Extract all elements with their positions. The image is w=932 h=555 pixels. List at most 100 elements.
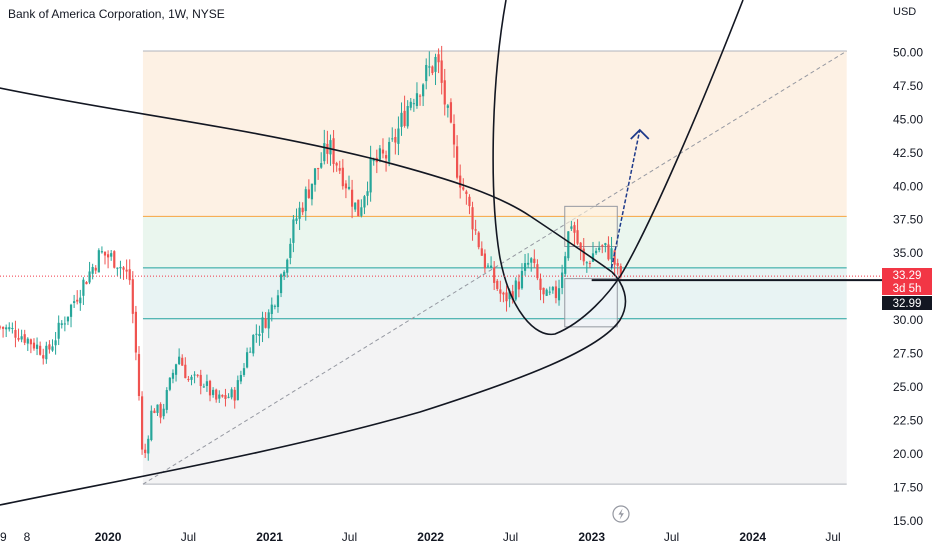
candle-body [517, 281, 520, 290]
candle-body [165, 390, 168, 410]
candle-body [428, 66, 431, 68]
price-label-text: 33.29 [893, 270, 922, 282]
candle-body [162, 408, 165, 417]
candle-body [264, 318, 267, 328]
candle-body [91, 267, 94, 274]
price-label-box [882, 268, 932, 282]
candlestick-series [0, 45, 622, 461]
y-tick-label: 50.00 [893, 45, 923, 59]
candle-body [505, 292, 508, 302]
candle-body [11, 327, 14, 329]
candle-body [39, 345, 42, 355]
candle-body [252, 334, 255, 354]
candle-body [236, 380, 239, 401]
candle-body [119, 266, 122, 269]
candle-body [190, 376, 193, 380]
candle-body [140, 396, 144, 450]
candle-body [431, 66, 434, 74]
candle-body [110, 253, 113, 257]
candle-body [409, 101, 412, 108]
price-label-text: 32.99 [893, 298, 922, 310]
candle-body [73, 301, 76, 303]
candle-body [551, 287, 554, 291]
candle-body [32, 342, 36, 349]
candle-body [122, 267, 125, 270]
candle-body [527, 262, 530, 265]
candle-body [128, 269, 131, 281]
curve-downtrend [0, 87, 613, 273]
candle-body [400, 112, 403, 127]
candle-body [489, 265, 493, 268]
candle-body [205, 381, 209, 386]
candle-body [415, 93, 419, 106]
candle-body [483, 253, 487, 269]
candle-body [579, 242, 582, 250]
candle-body [443, 80, 446, 105]
x-tick-label: 2023 [578, 530, 605, 544]
candle-body [255, 333, 258, 335]
candle-body [594, 250, 598, 254]
candle-body [391, 138, 394, 140]
candle-body [344, 183, 348, 189]
candle-body [245, 352, 249, 368]
candle-body [619, 266, 622, 277]
candle-body [242, 368, 246, 375]
price-label-box [882, 296, 932, 310]
candle-body [153, 410, 156, 413]
candle-body [267, 312, 270, 329]
candle-body [227, 396, 230, 398]
candle-body [106, 254, 110, 258]
candle-body [329, 140, 332, 155]
candle-body [338, 168, 341, 171]
currency-label: USD [893, 6, 917, 18]
candle-body [378, 148, 381, 160]
candle-body [598, 247, 601, 251]
candle-body [100, 251, 104, 253]
flash-icon[interactable] [612, 505, 630, 523]
candle-body [150, 410, 153, 441]
drawings-layer [0, 0, 932, 506]
y-tick-label: 27.50 [893, 347, 923, 361]
candle-body [425, 64, 428, 82]
candle-body [366, 191, 369, 196]
candle-body [125, 269, 128, 272]
candle-body [363, 196, 366, 208]
candle-body [434, 56, 437, 72]
candle-body [261, 317, 264, 333]
candle-body [502, 292, 505, 295]
candle-body [588, 263, 592, 265]
x-axis[interactable]: 19 8 2020 Jul 2021 Jul 2022 Jul 2023 Jul 2024 Jul [0, 530, 841, 544]
candle-body [168, 377, 171, 390]
candle-body [26, 338, 29, 344]
candle-body [304, 189, 307, 212]
candle-body [604, 243, 607, 246]
candle-body [23, 334, 26, 343]
candle-body [239, 375, 243, 382]
candle-body [360, 207, 363, 216]
candle-body [456, 146, 459, 178]
candle-body [474, 229, 477, 231]
candle-body [465, 191, 468, 194]
candle-body [384, 155, 388, 159]
candle-body [369, 158, 372, 193]
x-tick-label: Jul [181, 530, 196, 544]
x-tick-label: 8 [24, 530, 31, 544]
candle-body [613, 250, 616, 265]
candle-body [536, 264, 539, 279]
candle-body [199, 374, 202, 387]
candle-body [530, 258, 533, 263]
candle-body [557, 288, 561, 301]
candle-body [381, 149, 385, 154]
candle-body [520, 270, 524, 289]
fib-zone [142, 318, 847, 485]
candle-body [283, 271, 286, 277]
candle-body [486, 265, 490, 267]
price-label-box [882, 281, 932, 295]
candle-body [394, 137, 397, 143]
candle-body [508, 290, 511, 300]
candle-body [347, 186, 351, 189]
candle-body [258, 333, 261, 336]
candle-body [97, 250, 100, 273]
